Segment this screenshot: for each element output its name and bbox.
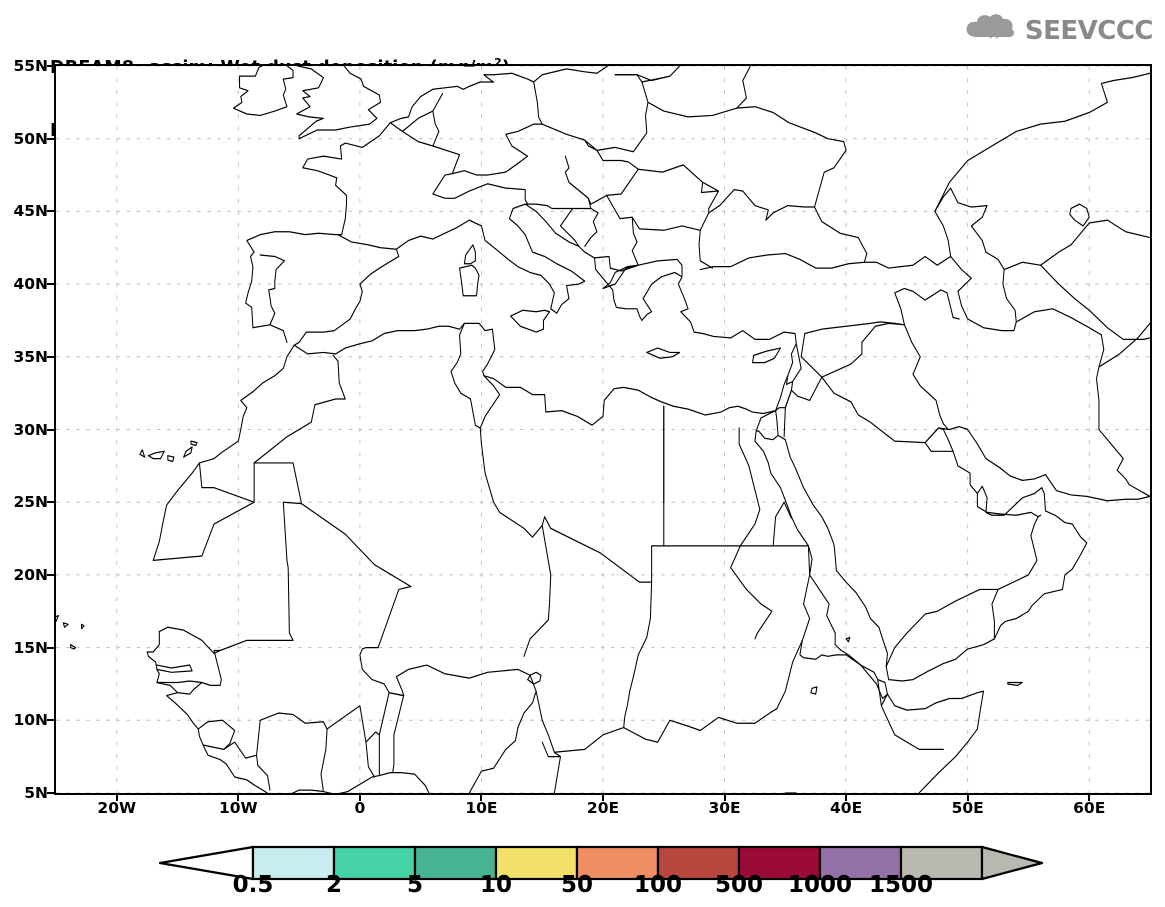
lon-tick bbox=[845, 795, 848, 801]
colorbar[interactable] bbox=[158, 845, 1044, 881]
lat-tick bbox=[47, 283, 54, 286]
lat-tick bbox=[47, 719, 54, 722]
lat-tick bbox=[47, 355, 54, 358]
map-gridlines bbox=[56, 66, 1150, 793]
colorbar-segment-8[interactable] bbox=[899, 845, 984, 881]
lon-label-10E: 10E bbox=[465, 799, 498, 817]
map-plot-area[interactable] bbox=[54, 64, 1152, 795]
map-coastlines-borders bbox=[56, 66, 1150, 793]
lat-label-55N: 55N bbox=[13, 57, 48, 75]
lon-tick bbox=[358, 795, 361, 801]
lat-tick bbox=[47, 792, 54, 794]
colorbar-label-10: 10 bbox=[479, 872, 513, 898]
lat-label-5N: 5N bbox=[24, 784, 48, 802]
lon-label-0: 0 bbox=[354, 799, 366, 817]
lat-label-10N: 10N bbox=[13, 711, 48, 730]
lat-label-50N: 50N bbox=[13, 129, 48, 148]
colorbar-label-5: 5 bbox=[406, 872, 424, 898]
lon-tick bbox=[115, 795, 118, 801]
colorbar-segment-6[interactable] bbox=[737, 845, 822, 881]
lon-label-30E: 30E bbox=[708, 799, 741, 817]
colorbar-label-2: 2 bbox=[325, 872, 343, 898]
lon-tick bbox=[723, 795, 726, 801]
colorbar-segment-3[interactable] bbox=[494, 845, 579, 881]
colorbar-label-1500: 1500 bbox=[868, 872, 934, 898]
lat-label-15N: 15N bbox=[13, 638, 48, 657]
colorbar-tick-labels: 0.5 2 5 10 50 100 500 1000 1500 bbox=[0, 872, 1165, 902]
lat-tick bbox=[47, 210, 54, 213]
lat-label-45N: 45N bbox=[13, 202, 48, 221]
lat-label-25N: 25N bbox=[13, 493, 48, 512]
lon-tick bbox=[1088, 795, 1091, 801]
colorbar-over-arrow bbox=[980, 845, 1044, 881]
lon-label-20W: 20W bbox=[97, 799, 137, 817]
lon-label-20E: 20E bbox=[586, 799, 620, 817]
lat-label-20N: 20N bbox=[13, 565, 48, 584]
lon-label-40E: 40E bbox=[830, 799, 863, 817]
map-canvas bbox=[56, 66, 1150, 793]
lat-tick bbox=[47, 501, 54, 504]
colorbar-label-500: 500 bbox=[714, 872, 764, 898]
lon-label-60E: 60E bbox=[1073, 799, 1106, 817]
logo-text: SEEVCCC bbox=[1024, 16, 1154, 46]
colorbar-label-0.5: 0.5 bbox=[232, 872, 274, 898]
colorbar-label-1000: 1000 bbox=[787, 872, 853, 898]
lon-label-50E: 50E bbox=[951, 799, 984, 817]
seevccc-logo: SEEVCCC bbox=[959, 12, 1154, 50]
colorbar-label-100: 100 bbox=[633, 872, 683, 898]
lat-label-40N: 40N bbox=[13, 275, 48, 294]
lat-tick bbox=[47, 137, 54, 140]
colorbar-swatches bbox=[158, 845, 1044, 881]
lat-tick bbox=[47, 65, 54, 67]
lat-label-35N: 35N bbox=[13, 347, 48, 366]
lat-tick bbox=[47, 428, 54, 431]
title-units-exponent: 2 bbox=[494, 56, 502, 69]
lat-label-30N: 30N bbox=[13, 420, 48, 439]
colorbar-label-50: 50 bbox=[560, 872, 594, 898]
colorbar-segment-5[interactable] bbox=[656, 845, 741, 881]
lon-tick bbox=[602, 795, 604, 801]
cloud-wind-icon bbox=[959, 12, 1019, 50]
lat-tick bbox=[47, 646, 54, 649]
lon-tick bbox=[966, 795, 969, 801]
lon-tick bbox=[480, 795, 483, 801]
colorbar-segment-1[interactable] bbox=[332, 845, 417, 881]
colorbar-segment-4[interactable] bbox=[575, 845, 660, 881]
lon-label-10W: 10W bbox=[218, 799, 258, 817]
lon-tick bbox=[237, 795, 240, 801]
lat-tick bbox=[47, 573, 54, 576]
